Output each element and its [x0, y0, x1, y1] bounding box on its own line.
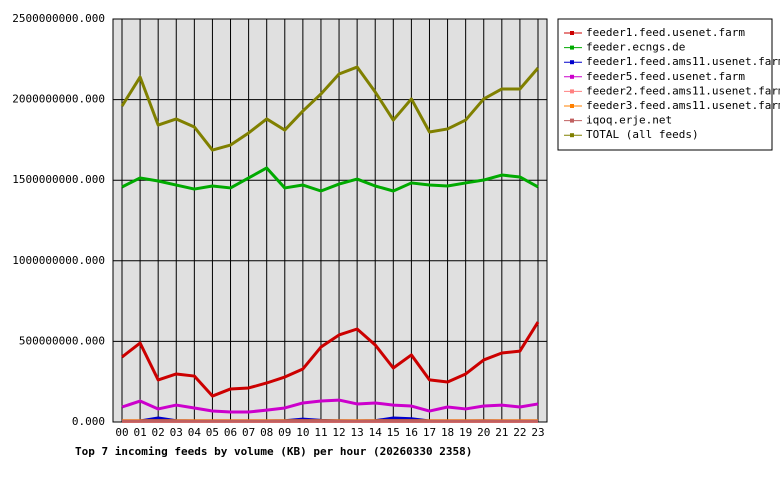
x-tick-label: 20	[477, 426, 490, 439]
x-tick-label: 23	[531, 426, 544, 439]
y-tick-label: 1000000000.000	[12, 254, 105, 267]
series-line	[121, 398, 539, 414]
x-tick-label: 08	[260, 426, 273, 439]
chart-title: Top 7 incoming feeds by volume (KB) per …	[75, 445, 472, 458]
legend-marker	[570, 133, 574, 138]
x-tick-label: 10	[296, 426, 309, 439]
x-tick-label: 15	[387, 426, 400, 439]
y-tick-label: 2500000000.000	[12, 12, 105, 25]
y-tick-label: 0.000	[72, 415, 105, 428]
x-tick-label: 16	[405, 426, 418, 439]
x-tick-label: 04	[188, 426, 202, 439]
legend	[557, 18, 773, 151]
x-tick-label: 02	[152, 426, 165, 439]
legend-label: feeder.ecngs.de	[586, 41, 685, 54]
legend-marker	[570, 104, 574, 108]
x-tick-label: 18	[441, 426, 454, 439]
x-tick-label: 19	[459, 426, 472, 439]
x-tick-label: 22	[513, 426, 526, 439]
legend-marker	[570, 31, 574, 35]
legend-marker	[570, 60, 574, 65]
x-tick-label: 17	[423, 426, 436, 439]
legend-label: feeder2.feed.ams11.usenet.farm	[586, 84, 780, 97]
legend-marker	[570, 118, 574, 123]
series-line	[120, 65, 540, 152]
legend-label: iqoq.erje.net	[586, 114, 672, 127]
legend-marker	[570, 74, 574, 79]
legend-label: feeder1.feed.ams11.usenet.farm	[586, 55, 780, 68]
y-tick-label: 1500000000.000	[12, 173, 105, 186]
series-line	[121, 166, 539, 193]
series-line	[121, 321, 540, 398]
legend-label: TOTAL (all feeds)	[586, 128, 699, 141]
legend-label: feeder5.feed.usenet.farm	[586, 70, 745, 83]
x-tick-label: 09	[278, 426, 291, 439]
x-tick-label: 14	[369, 426, 383, 439]
legend-label: feeder3.feed.ams11.usenet.farm	[586, 99, 780, 112]
x-tick-label: 21	[495, 426, 508, 439]
x-tick-label: 06	[224, 426, 237, 439]
legend-marker	[570, 89, 574, 94]
y-tick-label: 2000000000.000	[12, 93, 105, 106]
x-tick-label: 00	[115, 426, 128, 439]
x-tick-label: 01	[133, 426, 146, 439]
x-tick-label: 05	[206, 426, 219, 439]
legend-marker	[570, 45, 574, 50]
legend-label: feeder1.feed.usenet.farm	[586, 26, 745, 39]
y-tick-label: 500000000.000	[19, 334, 105, 347]
x-tick-label: 07	[242, 426, 255, 439]
x-tick-label: 03	[170, 426, 183, 439]
x-tick-label: 11	[314, 426, 327, 439]
x-tick-label: 12	[332, 426, 345, 439]
x-tick-label: 13	[351, 426, 364, 439]
